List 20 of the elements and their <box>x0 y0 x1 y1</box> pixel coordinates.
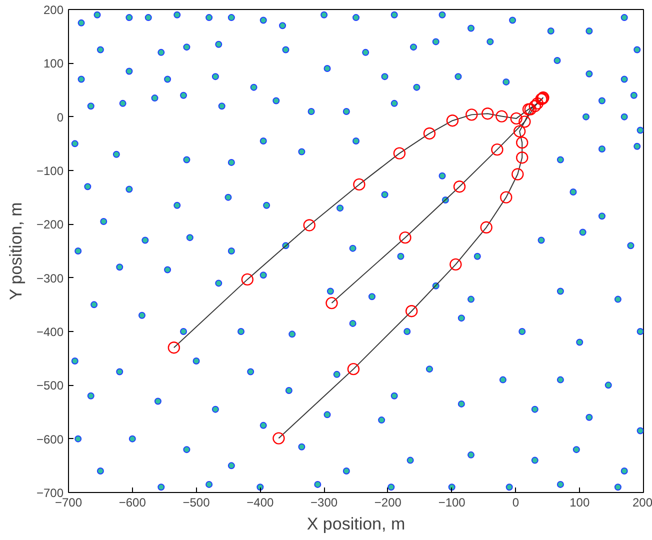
y-tick-label: 200 <box>43 3 64 17</box>
x-tick-label: 0 <box>512 496 520 510</box>
x-tick-label: −300 <box>310 496 338 510</box>
x-tick-label: −400 <box>246 496 274 510</box>
y-tick-label: 100 <box>43 56 64 71</box>
x-tick-label: −100 <box>438 496 466 510</box>
x-tick-label: −500 <box>182 496 210 510</box>
y-tick-label: −600 <box>36 432 64 446</box>
x-axis-title: X position, m <box>306 514 406 534</box>
y-tick-label: −100 <box>36 164 64 178</box>
y-tick-label: −300 <box>36 271 64 286</box>
y-tick-label: −400 <box>36 325 64 339</box>
y-tick-label: −500 <box>36 378 64 393</box>
x-tick-label: −200 <box>374 496 402 510</box>
y-tick-label: −200 <box>36 218 64 232</box>
y-axis-title: Y position, m <box>6 202 26 300</box>
x-tick-label: 200 <box>632 496 652 510</box>
x-tick-label: 100 <box>570 496 590 510</box>
y-tick-label: 0 <box>56 110 64 124</box>
x-tick-label: −600 <box>118 496 146 510</box>
